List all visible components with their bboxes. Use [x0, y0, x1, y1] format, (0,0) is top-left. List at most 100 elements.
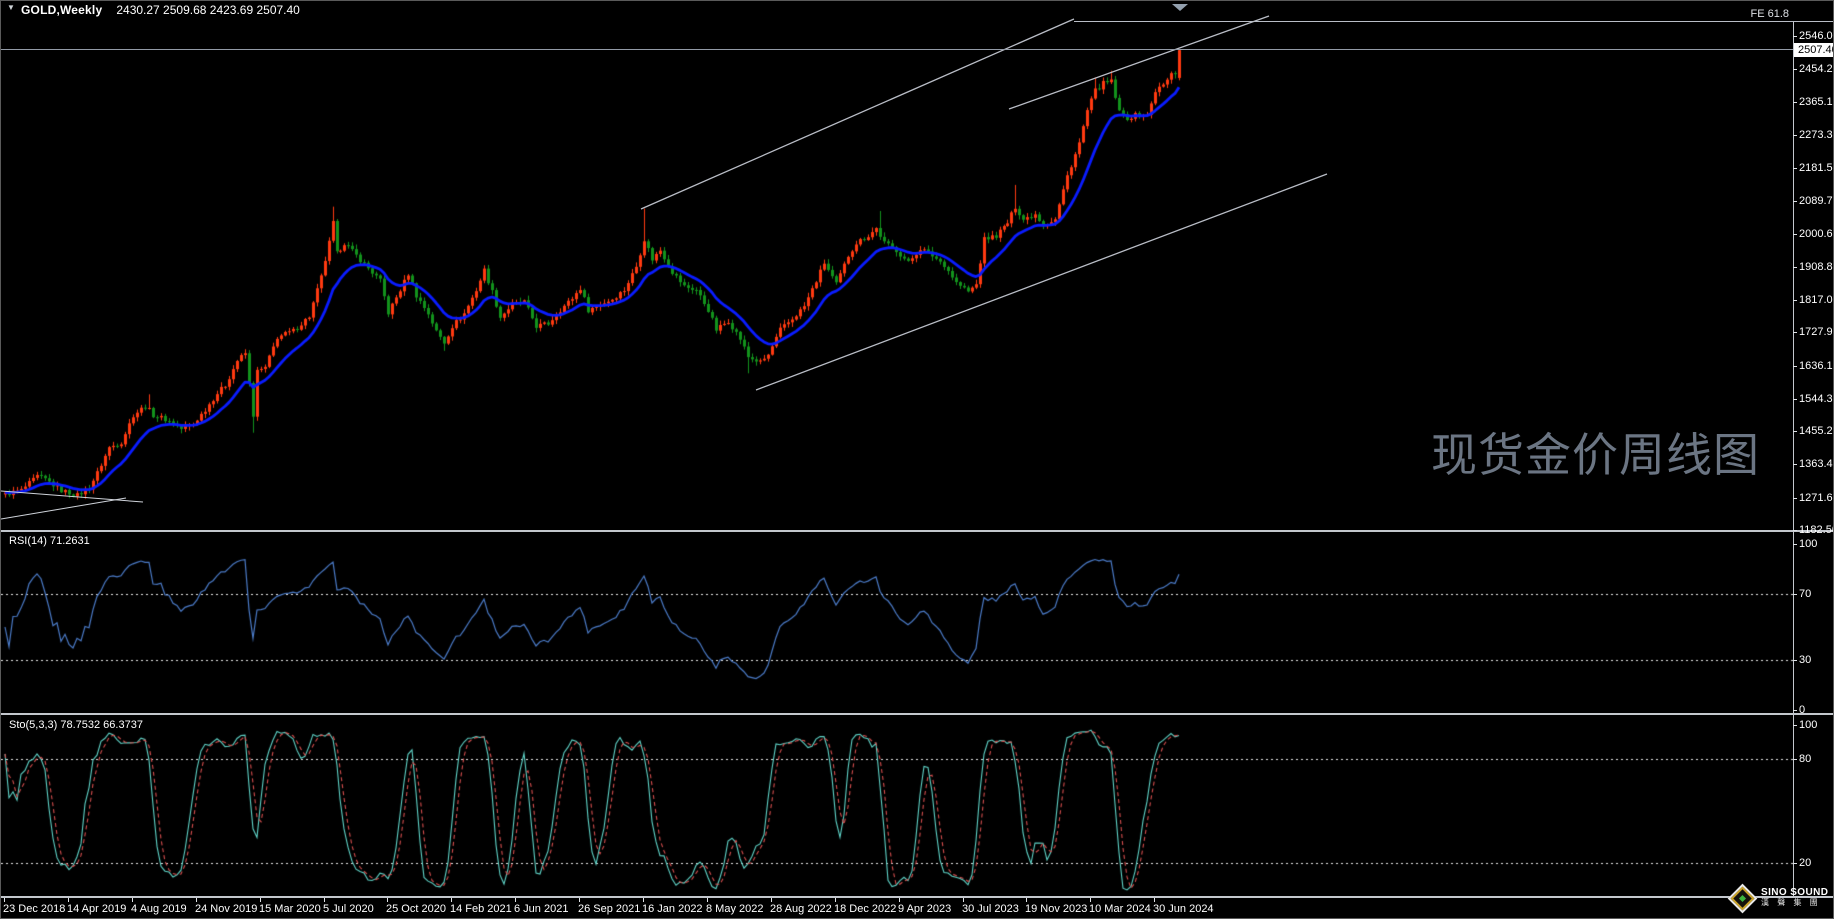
- date-label: 15 Mar 2020: [259, 903, 321, 915]
- date-label: 28 Aug 2022: [770, 903, 832, 915]
- panel-separator-3: [1, 896, 1833, 898]
- date-label: 26 Sep 2021: [578, 903, 641, 915]
- axis-tick: [1793, 36, 1797, 37]
- axis-tick: [1793, 530, 1797, 531]
- date-tick: [1154, 898, 1155, 902]
- axis-tick: [1793, 759, 1797, 760]
- date-label: 9 Apr 2023: [898, 903, 952, 915]
- date-tick: [387, 898, 388, 902]
- axis-tick: [1793, 863, 1797, 864]
- date-tick: [771, 898, 772, 902]
- logo-name: SINO SOUND: [1761, 887, 1829, 898]
- main-price-chart-canvas[interactable]: [1, 1, 1793, 532]
- broker-logo: SINO SOUND 漢 聲 集 團: [1727, 880, 1832, 916]
- axis-tick: [1793, 725, 1797, 726]
- date-label: 25 Oct 2020: [386, 903, 446, 915]
- axis-tick: [1793, 498, 1797, 499]
- date-label: 19 Nov 2023: [1025, 903, 1088, 915]
- date-tick: [643, 898, 644, 902]
- date-label: 30 Jul 2023: [962, 903, 1019, 915]
- date-tick: [196, 898, 197, 902]
- date-tick: [835, 898, 836, 902]
- date-label: 6 Jun 2021: [514, 903, 569, 915]
- axis-tick: [1793, 69, 1797, 70]
- date-label: 16 Jan 2022: [642, 903, 703, 915]
- date-tick: [1026, 898, 1027, 902]
- date-label: 8 May 2022: [706, 903, 764, 915]
- ohlc-values: 2430.27 2509.68 2423.69 2507.40: [116, 3, 300, 17]
- axis-label: 1817.00: [1799, 294, 1833, 306]
- axis-label: 20: [1799, 857, 1812, 869]
- axis-tick: [1793, 710, 1797, 711]
- axis-label: 1271.60: [1799, 492, 1833, 504]
- date-tick: [579, 898, 580, 902]
- date-label: 10 Mar 2024: [1089, 903, 1151, 915]
- axis-tick: [1793, 366, 1797, 367]
- date-label: 18 Dec 2022: [834, 903, 897, 915]
- axis-tick: [1793, 300, 1797, 301]
- axis-label: 70: [1799, 588, 1812, 600]
- date-label: 5 Jul 2020: [323, 903, 374, 915]
- date-tick: [260, 898, 261, 902]
- axis-tick: [1793, 135, 1797, 136]
- date-label: 30 Jun 2024: [1153, 903, 1214, 915]
- chart-title-bar: ▼ GOLD,Weekly 2430.27 2509.68 2423.69 250…: [1, 1, 1833, 17]
- date-label: 23 Dec 2018: [3, 903, 66, 915]
- axis-tick: [1793, 399, 1797, 400]
- axis-label: 100: [1799, 719, 1818, 731]
- axis-label: 1908.80: [1799, 261, 1833, 273]
- axis-label: 2365.10: [1799, 96, 1833, 108]
- symbol-timeframe-label: GOLD,Weekly: [21, 3, 103, 17]
- axis-label: 2454.20: [1799, 63, 1833, 75]
- axis-label: 2089.70: [1799, 195, 1833, 207]
- panel-separator-2[interactable]: [1, 713, 1833, 715]
- axis-tick: [1793, 594, 1797, 595]
- date-tick: [515, 898, 516, 902]
- sino-sound-diamond-icon: [1727, 883, 1758, 913]
- price-axis[interactable]: 2546.00 2454.20 2365.10 2273.30 2181.50 2089.…: [1793, 1, 1833, 898]
- axis-tick: [1793, 168, 1797, 169]
- date-label: 24 Nov 2019: [195, 903, 258, 915]
- axis-label: 80: [1799, 753, 1812, 765]
- current-price-badge: 2507.40: [1794, 43, 1833, 57]
- axis-label: 2181.50: [1799, 162, 1833, 174]
- price-axis-line: [1793, 22, 1794, 898]
- axis-label: 1182.50: [1799, 524, 1833, 536]
- fibonacci-expansion-label: FE 61.8: [1750, 8, 1789, 20]
- date-label: 14 Apr 2019: [67, 903, 127, 915]
- date-tick: [707, 898, 708, 902]
- axis-label: 1544.30: [1799, 393, 1833, 405]
- logo-chinese-name: 漢 聲 集 團: [1761, 898, 1821, 907]
- date-tick: [451, 898, 452, 902]
- axis-tick: [1793, 544, 1797, 545]
- axis-tick: [1793, 234, 1797, 235]
- date-tick: [963, 898, 964, 902]
- date-tick: [132, 898, 133, 902]
- date-tick: [324, 898, 325, 902]
- axis-tick: [1793, 332, 1797, 333]
- down-arrow-marker-icon[interactable]: [1172, 4, 1188, 11]
- axis-tick: [1793, 431, 1797, 432]
- date-tick: [1090, 898, 1091, 902]
- panel-separator-1[interactable]: [1, 530, 1833, 532]
- chart-title: GOLD,Weekly 2430.27 2509.68 2423.69 2507.…: [21, 3, 300, 17]
- date-label: 14 Feb 2021: [450, 903, 512, 915]
- axis-label: 0: [1799, 704, 1806, 716]
- stochastic-indicator-canvas[interactable]: [1, 715, 1793, 898]
- rsi-indicator-canvas[interactable]: [1, 532, 1793, 715]
- date-tick: [4, 898, 5, 902]
- axis-tick: [1793, 464, 1797, 465]
- axis-tick: [1793, 660, 1797, 661]
- axis-tick: [1793, 267, 1797, 268]
- axis-label: 2546.00: [1799, 30, 1833, 42]
- stochastic-label: Sto(5,3,3) 78.7532 66.3737: [9, 719, 143, 731]
- date-tick: [68, 898, 69, 902]
- date-axis[interactable]: 23 Dec 2018 14 Apr 2019 4 Aug 2019 24 Nov 2…: [1, 898, 1833, 918]
- axis-label: 2000.60: [1799, 228, 1833, 240]
- axis-label: 30: [1799, 654, 1812, 666]
- axis-tick: [1793, 102, 1797, 103]
- symbol-dropdown-icon[interactable]: ▼: [7, 3, 15, 12]
- axis-label: 1455.20: [1799, 425, 1833, 437]
- axis-label: 1363.40: [1799, 458, 1833, 470]
